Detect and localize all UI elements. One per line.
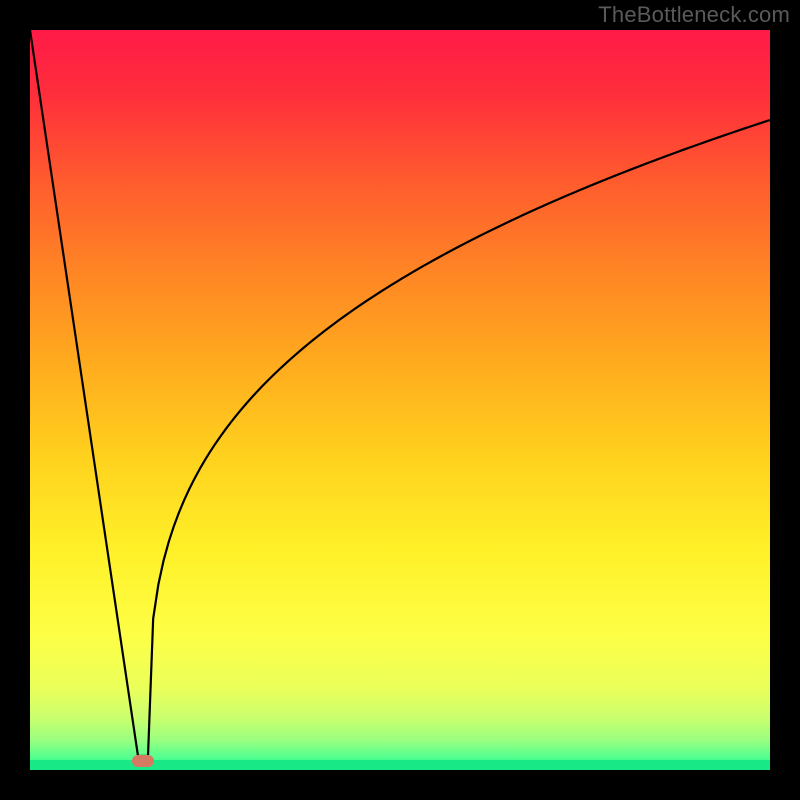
bottleneck-chart: [0, 0, 800, 800]
plot-background: [30, 30, 770, 770]
chart-container: TheBottleneck.com: [0, 0, 800, 800]
watermark-label: TheBottleneck.com: [598, 2, 790, 28]
sweet-spot-marker: [132, 755, 154, 767]
